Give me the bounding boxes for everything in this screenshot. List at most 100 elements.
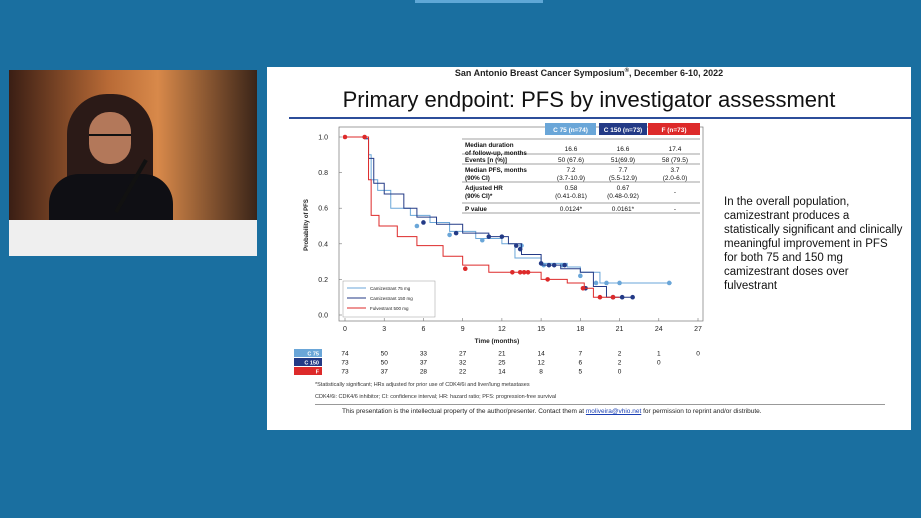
- registered-mark: ®: [624, 68, 630, 74]
- risk-count: 32: [459, 360, 467, 367]
- risk-count: 1: [657, 351, 661, 358]
- table-cell: (2.0-6.0): [663, 175, 688, 182]
- slide-title: Primary endpoint: PFS by investigator as…: [342, 87, 836, 112]
- risk-count: 14: [537, 351, 545, 358]
- table-row-label: (90% CI)*: [465, 193, 493, 200]
- x-tick-label: 21: [616, 326, 624, 333]
- table-row-label: Median PFS, months: [465, 167, 527, 174]
- table-cell: 51(69.9): [611, 157, 635, 164]
- table-cell: 0.58: [565, 185, 578, 192]
- table-cell: (0.48-0.92): [607, 193, 639, 200]
- footnote-abbreviations: CDK4/6i: CDK4/6 inhibitor; CI: confidenc…: [315, 394, 557, 400]
- table-cell: (0.41-0.81): [555, 193, 587, 200]
- speaker-face: [89, 112, 131, 164]
- censor-mark: [617, 280, 622, 286]
- table-cell: 7.2: [566, 167, 575, 174]
- table-header-label: F (n=73): [661, 127, 686, 134]
- y-tick-label: 0.4: [318, 241, 328, 248]
- risk-group-tag-bg: [294, 349, 322, 357]
- x-tick-label: 27: [694, 326, 702, 333]
- km-curve-3: [345, 136, 620, 298]
- podium: [9, 220, 257, 256]
- header-prefix: San Antonio Breast Cancer Symposium: [454, 68, 625, 78]
- risk-count: 7: [579, 351, 583, 358]
- table-cell: 58 (79.5): [662, 157, 688, 164]
- x-tick-label: 12: [498, 326, 506, 333]
- censor-mark: [453, 230, 459, 236]
- censor-mark: [362, 134, 367, 140]
- censor-mark: [447, 232, 452, 238]
- censor-mark: [513, 243, 519, 248]
- risk-group-tag-bg: [294, 358, 322, 366]
- censor-mark: [546, 262, 552, 268]
- table-row-label: (90% CI): [465, 175, 490, 182]
- legend-box: [342, 280, 436, 318]
- censor-mark: [578, 273, 583, 279]
- table-cell: 17.4: [669, 146, 682, 153]
- table-cell: 16.6: [617, 146, 630, 153]
- y-tick-label: 0.6: [318, 206, 328, 213]
- table-row-label: Adjusted HR: [465, 185, 503, 192]
- table-cell: (3.7-10.9): [557, 175, 585, 182]
- risk-count: 50: [381, 351, 389, 358]
- risk-group-tag-bg: [294, 367, 322, 375]
- ip-notice: This presentation is the intellectual pr…: [342, 408, 762, 415]
- censor-mark: [414, 223, 420, 229]
- y-tick-label: 0.0: [318, 313, 328, 320]
- table-cell: 50 (67.6): [558, 157, 584, 164]
- speaker-glasses: [89, 134, 131, 144]
- risk-count: 14: [498, 369, 506, 376]
- table-row-label: of follow-up, months: [465, 150, 527, 157]
- table-cell: 0.0124*: [560, 206, 583, 213]
- top-accent-bar: [415, 0, 543, 3]
- censor-mark: [462, 266, 468, 272]
- risk-count: 5: [579, 369, 583, 376]
- ip-text-after: for permission to reprint and/or distrib…: [641, 408, 762, 415]
- y-axis-label: Probability of PFS: [304, 199, 310, 251]
- x-tick-label: 15: [537, 326, 545, 333]
- x-tick-label: 0: [343, 326, 347, 333]
- legend-label: Fulvestrant 500 mg: [370, 306, 409, 311]
- table-header-label: C 150 (n=73): [604, 127, 642, 134]
- speaker-video: [9, 70, 257, 256]
- table-header-bg: [545, 123, 596, 135]
- censor-mark: [538, 261, 544, 266]
- table-cell: 3.7: [670, 167, 679, 174]
- censor-mark: [486, 234, 492, 239]
- km-curve-2: [345, 136, 633, 298]
- legend-label: Camizestrant 150 mg: [370, 296, 413, 301]
- table-cell: 16.6: [565, 146, 578, 153]
- table-cell: 0.67: [617, 185, 630, 192]
- y-tick-label: 0.8: [318, 170, 328, 177]
- risk-count: 37: [381, 369, 389, 376]
- censor-mark: [517, 246, 523, 252]
- risk-count: 37: [420, 360, 428, 367]
- risk-count: 25: [498, 360, 506, 367]
- contact-email-link[interactable]: moliveira@vhio.net: [585, 408, 642, 415]
- risk-group-tag: C 150: [304, 361, 319, 367]
- x-tick-label: 6: [421, 326, 425, 333]
- risk-count: 33: [420, 351, 428, 358]
- censor-mark: [421, 220, 426, 225]
- censor-mark: [597, 294, 603, 300]
- risk-count: 21: [498, 351, 506, 358]
- censor-mark: [562, 262, 567, 268]
- risk-count: 0: [618, 369, 622, 376]
- table-row-label: Median duration: [465, 142, 514, 149]
- censor-mark: [593, 280, 599, 286]
- risk-count: 0: [696, 351, 700, 358]
- censor-mark: [604, 280, 609, 286]
- censor-mark: [580, 286, 586, 291]
- title-underline: [289, 117, 911, 119]
- risk-count: 0: [657, 360, 661, 367]
- footer-divider: [315, 404, 885, 405]
- km-curve-1: [345, 136, 672, 284]
- presentation-slide: San Antonio Breast Cancer Symposium®, De…: [267, 67, 911, 430]
- censor-mark: [517, 269, 523, 275]
- summary-text: In the overall population, camizestrant …: [724, 196, 903, 292]
- censor-mark: [499, 234, 505, 239]
- ip-text-before: This presentation is the intellectual pr…: [342, 408, 586, 415]
- table-cell: (5.5-12.9): [609, 175, 637, 182]
- x-tick-label: 18: [576, 326, 584, 333]
